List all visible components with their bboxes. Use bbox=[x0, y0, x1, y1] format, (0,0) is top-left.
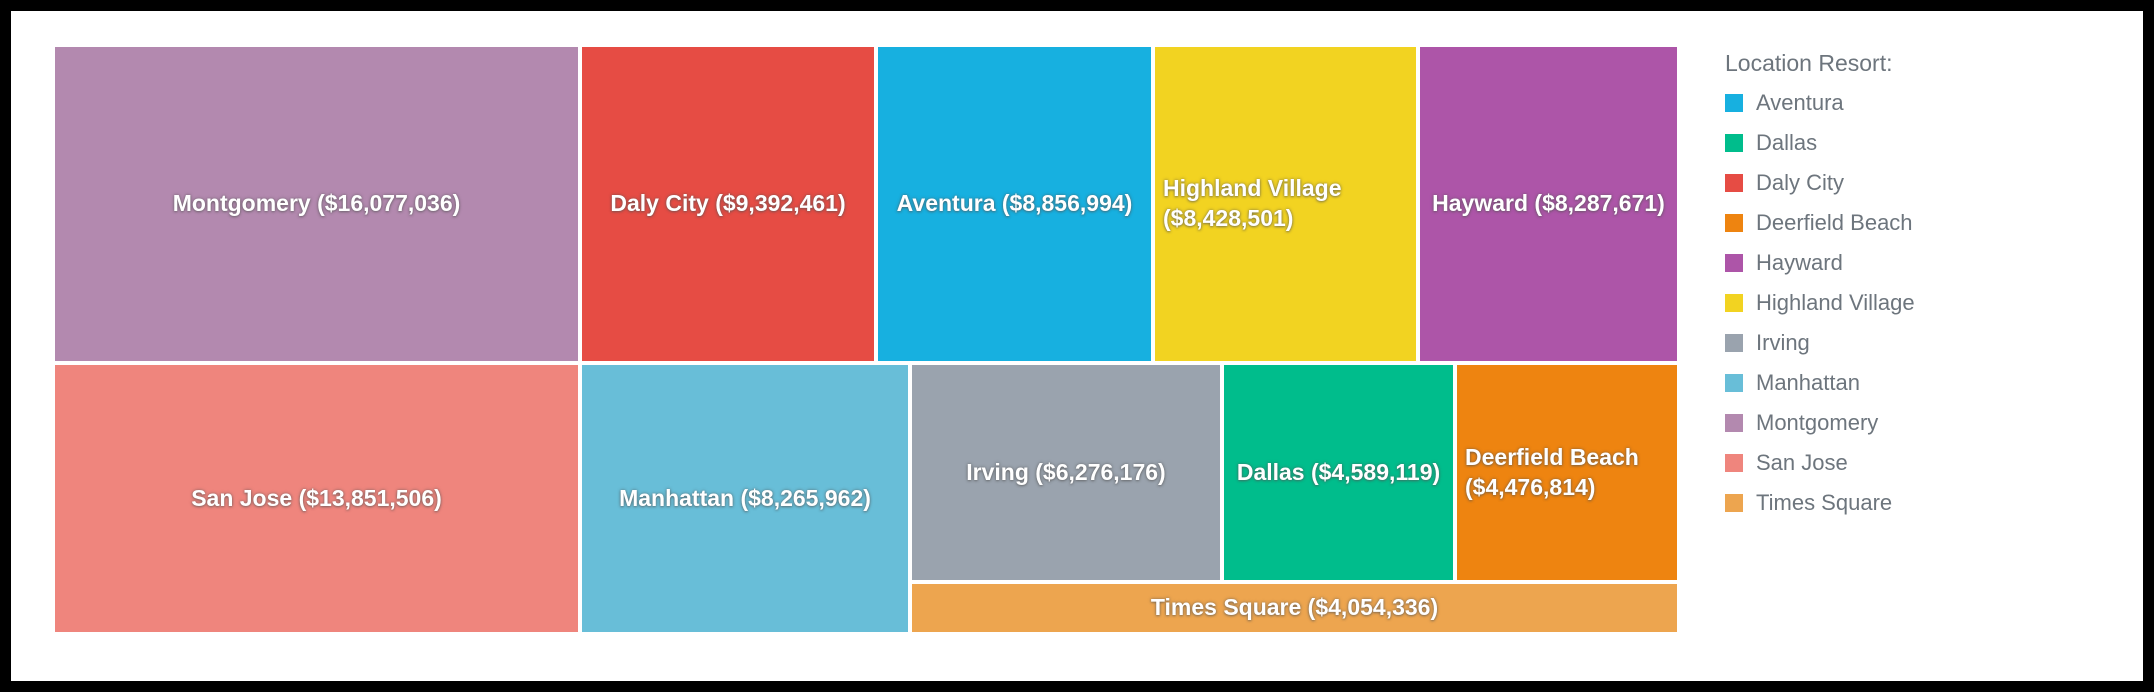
legend-swatch bbox=[1725, 494, 1743, 512]
treemap-cell-hayward[interactable]: Hayward ($8,287,671) bbox=[1420, 47, 1677, 361]
legend-item-label: Times Square bbox=[1756, 490, 1893, 515]
legend-swatch bbox=[1725, 94, 1743, 112]
legend-item-irving[interactable]: Irving bbox=[1725, 323, 2125, 363]
treemap-cell-manhattan[interactable]: Manhattan ($8,265,962) bbox=[582, 365, 908, 632]
legend-item-label: Highland Village bbox=[1756, 290, 1915, 315]
legend-swatch bbox=[1725, 454, 1743, 472]
legend-item-label: Dallas bbox=[1756, 130, 1818, 155]
legend-item-deerfield-beach[interactable]: Deerfield Beach bbox=[1725, 203, 2125, 243]
treemap-cell-irving[interactable]: Irving ($6,276,176) bbox=[912, 365, 1220, 580]
legend-item-highland-village[interactable]: Highland Village bbox=[1725, 283, 2125, 323]
treemap-cell-label: Hayward ($8,287,671) bbox=[1432, 190, 1665, 217]
legend-item-label: San Jose bbox=[1756, 450, 1848, 475]
legend-item-montgomery[interactable]: Montgomery bbox=[1725, 403, 2125, 443]
treemap-cell-label: Manhattan ($8,265,962) bbox=[619, 484, 871, 511]
treemap-cell-highland-village[interactable]: Highland Village ($8,428,501) bbox=[1155, 47, 1416, 361]
treemap-cell-label: Dallas ($4,589,119) bbox=[1236, 458, 1441, 485]
treemap-cell-label: Times Square ($4,054,336) bbox=[1150, 594, 1439, 621]
treemap-cell-label: Aventura ($8,856,994) bbox=[896, 190, 1133, 217]
legend-swatch bbox=[1725, 134, 1743, 152]
legend-swatch bbox=[1725, 214, 1743, 232]
treemap-cell-label: San Jose ($13,851,506) bbox=[191, 484, 442, 511]
treemap-cell-montgomery[interactable]: Montgomery ($16,077,036) bbox=[55, 47, 578, 361]
legend-item-label: Hayward bbox=[1756, 250, 1843, 275]
legend-item-daly-city[interactable]: Daly City bbox=[1725, 163, 2125, 203]
treemap-cell-label: Irving ($6,276,176) bbox=[966, 458, 1166, 485]
treemap-plot-area: Montgomery ($16,077,036) Daly City ($9,3… bbox=[55, 47, 1677, 632]
treemap-cell-daly-city[interactable]: Daly City ($9,392,461) bbox=[582, 47, 874, 361]
treemap-cell-label: Daly City ($9,392,461) bbox=[610, 190, 846, 217]
treemap-cell-san-jose[interactable]: San Jose ($13,851,506) bbox=[55, 365, 578, 632]
treemap-cell-times-square[interactable]: Times Square ($4,054,336) bbox=[912, 584, 1677, 632]
legend-swatch bbox=[1725, 174, 1743, 192]
treemap-cell-label: Highland Village ($8,428,501) bbox=[1163, 175, 1342, 231]
legend-item-manhattan[interactable]: Manhattan bbox=[1725, 363, 2125, 403]
legend-item-label: Deerfield Beach bbox=[1756, 210, 1913, 235]
treemap-cell-dallas[interactable]: Dallas ($4,589,119) bbox=[1224, 365, 1453, 580]
legend-swatch bbox=[1725, 294, 1743, 312]
legend-item-label: Irving bbox=[1756, 330, 1810, 355]
legend-swatch bbox=[1725, 334, 1743, 352]
treemap-cell-label: Montgomery ($16,077,036) bbox=[172, 190, 461, 217]
legend-item-label: Daly City bbox=[1756, 170, 1845, 195]
legend-swatch bbox=[1725, 254, 1743, 272]
legend-title: Location Resort: bbox=[1725, 50, 1893, 76]
legend-item-label: Aventura bbox=[1756, 90, 1844, 115]
treemap-cell-label: Deerfield Beach ($4,476,814) bbox=[1465, 443, 1639, 500]
legend-item-times-square[interactable]: Times Square bbox=[1725, 483, 2125, 523]
legend-item-label: Manhattan bbox=[1756, 370, 1860, 395]
treemap-cell-aventura[interactable]: Aventura ($8,856,994) bbox=[878, 47, 1151, 361]
legend-item-san-jose[interactable]: San Jose bbox=[1725, 443, 2125, 483]
legend-item-aventura[interactable]: Aventura bbox=[1725, 83, 2125, 123]
legend-swatch bbox=[1725, 374, 1743, 392]
legend-swatch bbox=[1725, 414, 1743, 432]
legend-item-label: Montgomery bbox=[1756, 410, 1879, 435]
legend-item-hayward[interactable]: Hayward bbox=[1725, 243, 2125, 283]
legend-item-dallas[interactable]: Dallas bbox=[1725, 123, 2125, 163]
treemap-cell-deerfield-beach[interactable]: Deerfield Beach ($4,476,814) bbox=[1457, 365, 1677, 580]
legend: Location Resort: Aventura Dallas Daly Ci… bbox=[1725, 49, 2125, 523]
